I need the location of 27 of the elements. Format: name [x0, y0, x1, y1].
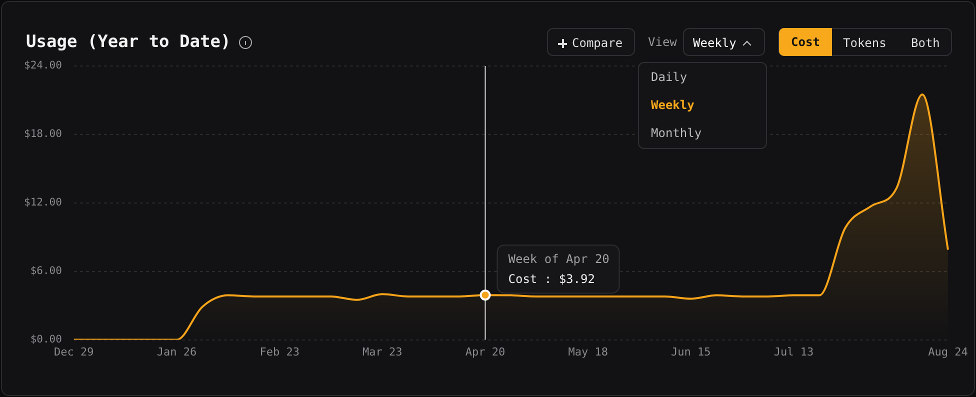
x-tick-label: May 18 [568, 345, 608, 358]
x-tick-label: Mar 23 [362, 345, 402, 358]
text: Tokens [843, 35, 886, 52]
x-tick-label: Dec 29 [54, 345, 94, 358]
chart-title: Usage (Year to Date) [26, 32, 231, 52]
x-tick-label: Jan 26 [156, 345, 197, 358]
x-tick-label: Aug 24 [928, 345, 968, 358]
annotation: Monthly [651, 126, 702, 140]
x-tick-label: Jul 13 [774, 345, 814, 358]
x-tick-label: Feb 23 [260, 345, 300, 358]
annotation: Week of Apr 20 [508, 252, 610, 266]
y-tick-label: $0.00 [30, 334, 62, 346]
text: View [648, 35, 677, 49]
text: Compare [572, 36, 623, 50]
y-tick-label: $12.00 [24, 196, 62, 209]
annotation: Weekly [651, 98, 694, 112]
dropdown-menu: Daily Weekly Monthly [638, 62, 767, 149]
y-tick-label: $6.00 [30, 265, 62, 278]
annotation: Cost : $3.92 [508, 272, 595, 286]
y-tick-label: $24.00 [24, 60, 62, 72]
y-tick-label: $18.00 [24, 128, 62, 140]
annotation: Daily [651, 70, 688, 84]
text: Weekly [693, 36, 736, 50]
text: Cost [779, 28, 832, 56]
text: Both [911, 35, 940, 52]
x-tick-label: Apr 20 [465, 345, 506, 358]
x-tick-label: Jun 15 [671, 345, 711, 358]
